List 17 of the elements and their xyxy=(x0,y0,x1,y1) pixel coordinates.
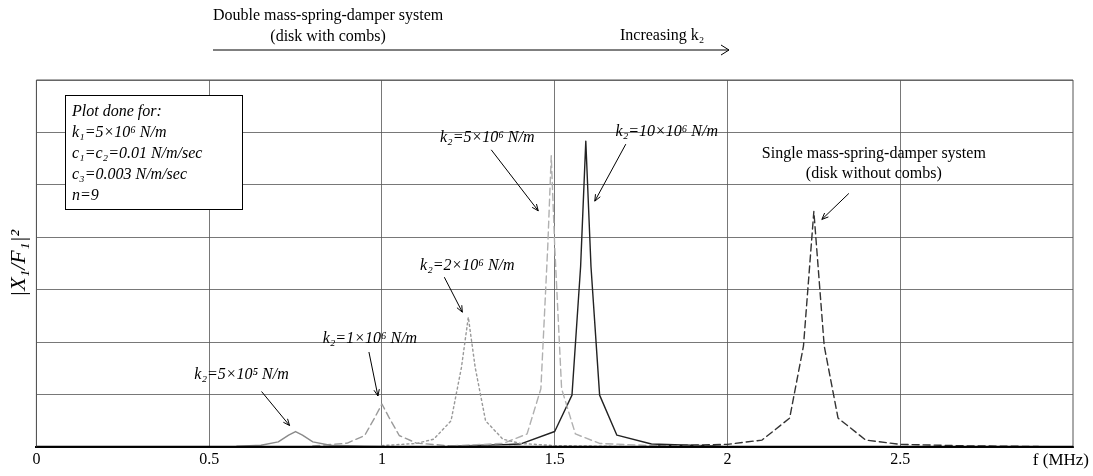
annotation: k₂=1×10⁶ N/m xyxy=(322,329,418,347)
annotation: Single mass-spring-damper system (disk without combs) xyxy=(761,143,987,182)
x-tick-label: 2.5 xyxy=(890,449,911,467)
x-tick-label: 0 xyxy=(32,449,41,467)
y-axis-title: |X₁/F₁|² xyxy=(4,229,30,297)
annotation: k₂=5×10⁶ N/m xyxy=(439,128,535,146)
text: Double mass-spring-damper system (disk with combs) xyxy=(213,5,444,46)
annotation: Plot done for: k₁=5×10⁶ N/m c₁=c₂=0.01 N/m/sec c₃=0.003 N/m/sec n=9 xyxy=(65,95,243,210)
x-tick-label: 0.5 xyxy=(199,449,220,467)
x-axis-title: f (MHz) xyxy=(1032,450,1089,470)
annotation: k₂=10×10⁶ N/m xyxy=(615,122,719,140)
x-tick-label: 1 xyxy=(377,449,386,467)
x-tick-label: 1.5 xyxy=(544,449,565,467)
text: Increasing k₂ xyxy=(620,25,705,45)
annotation: k₂=5×10⁵ N/m xyxy=(194,364,289,382)
annotation: k₂=2×10⁶ N/m xyxy=(420,256,515,274)
x-tick-label: 2 xyxy=(723,449,732,467)
